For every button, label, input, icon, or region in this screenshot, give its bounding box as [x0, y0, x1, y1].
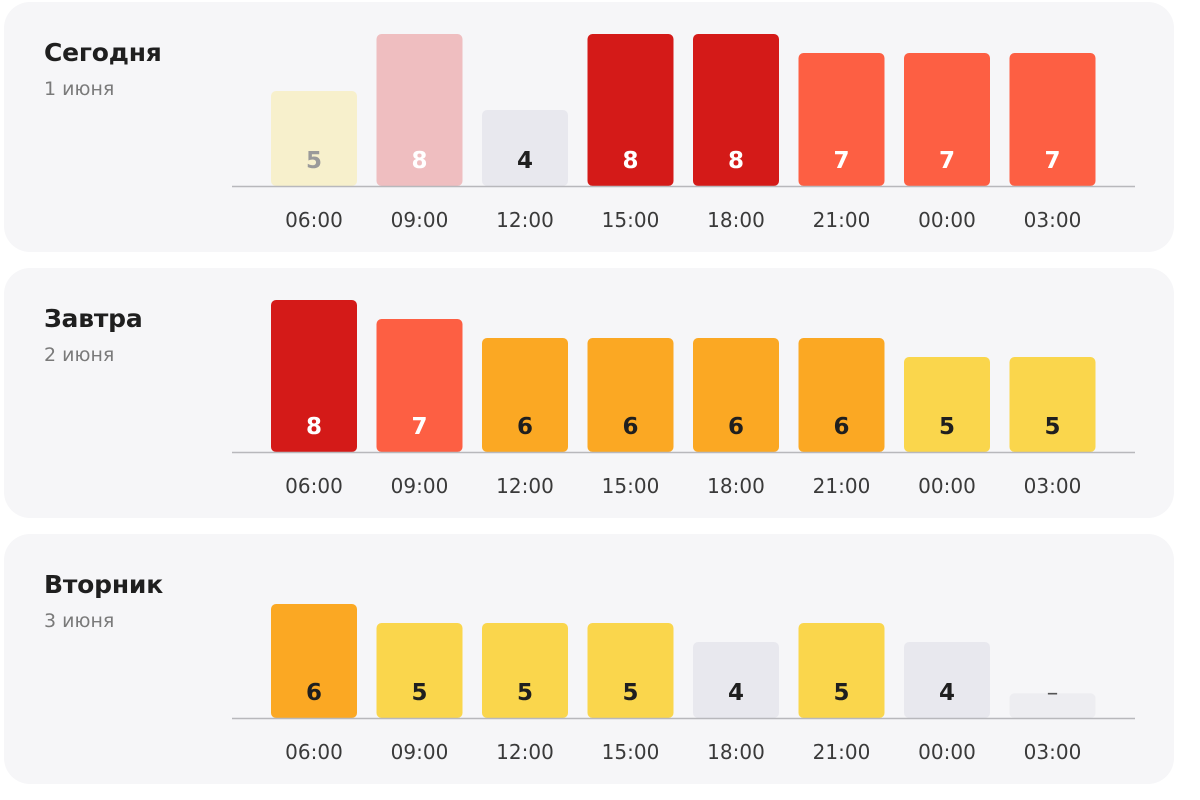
- bar-value-label: 4: [517, 148, 533, 174]
- bar-value-label: 7: [939, 148, 955, 174]
- day-card-today: Сегодня 1 июня 5 06:00 8 09:00 4 12:00 8 15:00 8…: [4, 2, 1174, 252]
- bar: [1009, 693, 1096, 718]
- x-tick-label: 09:00: [391, 474, 449, 498]
- bar: [798, 53, 885, 186]
- x-tick-label: 15:00: [602, 208, 660, 232]
- bar-value-label: 5: [306, 148, 322, 174]
- bar-value-label: 5: [1044, 414, 1060, 440]
- bar-value-label: 6: [833, 414, 849, 440]
- day-date: 3 июня: [44, 610, 115, 632]
- x-tick-label: 00:00: [918, 474, 976, 498]
- x-tick-label: 12:00: [496, 740, 554, 764]
- x-tick-label: 21:00: [813, 208, 871, 232]
- bar-value-label: 7: [833, 148, 849, 174]
- bar: [693, 338, 779, 452]
- day-title: Вторник: [44, 570, 163, 599]
- day-card-tuesday: Вторник 3 июня 6 06:00 5 09:00 5 12:00 5 15:00 4…: [4, 534, 1174, 784]
- bar-value-label: 4: [939, 680, 955, 706]
- bar: [904, 642, 990, 718]
- bar: [904, 357, 990, 452]
- bar: [587, 623, 674, 718]
- bar-value-label: 5: [411, 680, 427, 706]
- bar: [376, 319, 463, 452]
- bar: [376, 623, 463, 718]
- x-tick-label: 12:00: [496, 208, 554, 232]
- hourly-bar-chart: 8 06:00 7 09:00 6 12:00 6 15:00 6 18:00 6 21:00 5 00:…: [232, 300, 1135, 498]
- bar-value-label: 8: [306, 414, 322, 440]
- bar: [798, 338, 885, 452]
- bar: [587, 338, 674, 452]
- bar-value-label: 7: [411, 414, 427, 440]
- hourly-bar-chart: 5 06:00 8 09:00 4 12:00 8 15:00 8 18:00 7 21:00 7 00:…: [232, 34, 1135, 232]
- bar-value-label: 5: [517, 680, 533, 706]
- bar-value-label: 6: [306, 680, 322, 706]
- bar: [1009, 357, 1096, 452]
- day-title: Завтра: [44, 304, 143, 333]
- bar-value-label: 8: [622, 148, 638, 174]
- x-tick-label: 06:00: [285, 208, 343, 232]
- bar: [271, 300, 357, 452]
- day-date: 2 июня: [44, 344, 115, 366]
- bars-group: 6 06:00 5 09:00 5 12:00 5 15:00 4 18:00 5 21:00 4 00:…: [271, 604, 1096, 764]
- bar-value-label: 5: [833, 680, 849, 706]
- x-tick-label: 09:00: [391, 208, 449, 232]
- x-tick-label: 03:00: [1024, 208, 1082, 232]
- x-tick-label: 06:00: [285, 740, 343, 764]
- x-tick-label: 15:00: [602, 740, 660, 764]
- bar-value-label: 6: [622, 414, 638, 440]
- bar-value-label: 6: [728, 414, 744, 440]
- day-date: 1 июня: [44, 78, 115, 100]
- day-title: Сегодня: [44, 38, 162, 67]
- bar: [482, 623, 568, 718]
- bar: [482, 338, 568, 452]
- bar-value-label: 7: [1044, 148, 1060, 174]
- bar: [693, 642, 779, 718]
- bar-value-label: 5: [939, 414, 955, 440]
- bar: [904, 53, 990, 186]
- x-tick-label: 00:00: [918, 740, 976, 764]
- x-tick-label: 21:00: [813, 474, 871, 498]
- x-tick-label: 15:00: [602, 474, 660, 498]
- bar-value-label: 5: [622, 680, 638, 706]
- bars-group: 8 06:00 7 09:00 6 12:00 6 15:00 6 18:00 6 21:00 5 00:…: [271, 300, 1096, 498]
- x-tick-label: 12:00: [496, 474, 554, 498]
- x-tick-label: 18:00: [707, 740, 765, 764]
- x-tick-label: 03:00: [1024, 740, 1082, 764]
- bar-value-label: 8: [728, 148, 744, 174]
- bar: [376, 34, 463, 186]
- x-tick-label: 21:00: [813, 740, 871, 764]
- bar: [271, 604, 357, 718]
- bar: [482, 110, 568, 186]
- bar: [1009, 53, 1096, 186]
- bar: [587, 34, 674, 186]
- x-tick-label: 06:00: [285, 474, 343, 498]
- x-tick-label: 03:00: [1024, 474, 1082, 498]
- bar-value-label: 4: [728, 680, 744, 706]
- bar-value-label: 8: [411, 148, 427, 174]
- bars-group: 5 06:00 8 09:00 4 12:00 8 15:00 8 18:00 7 21:00 7 00:…: [271, 34, 1096, 232]
- bar-value-label: –: [1047, 680, 1059, 706]
- bar: [798, 623, 885, 718]
- x-tick-label: 18:00: [707, 208, 765, 232]
- x-tick-label: 18:00: [707, 474, 765, 498]
- hourly-bar-chart: 6 06:00 5 09:00 5 12:00 5 15:00 4 18:00 5 21:00 4 00:…: [232, 604, 1135, 764]
- x-tick-label: 09:00: [391, 740, 449, 764]
- bar: [693, 34, 779, 186]
- bar: [271, 91, 357, 186]
- x-tick-label: 00:00: [918, 208, 976, 232]
- day-card-tomorrow: Завтра 2 июня 8 06:00 7 09:00 6 12:00 6 15:00 6 1…: [4, 268, 1174, 518]
- bar-value-label: 6: [517, 414, 533, 440]
